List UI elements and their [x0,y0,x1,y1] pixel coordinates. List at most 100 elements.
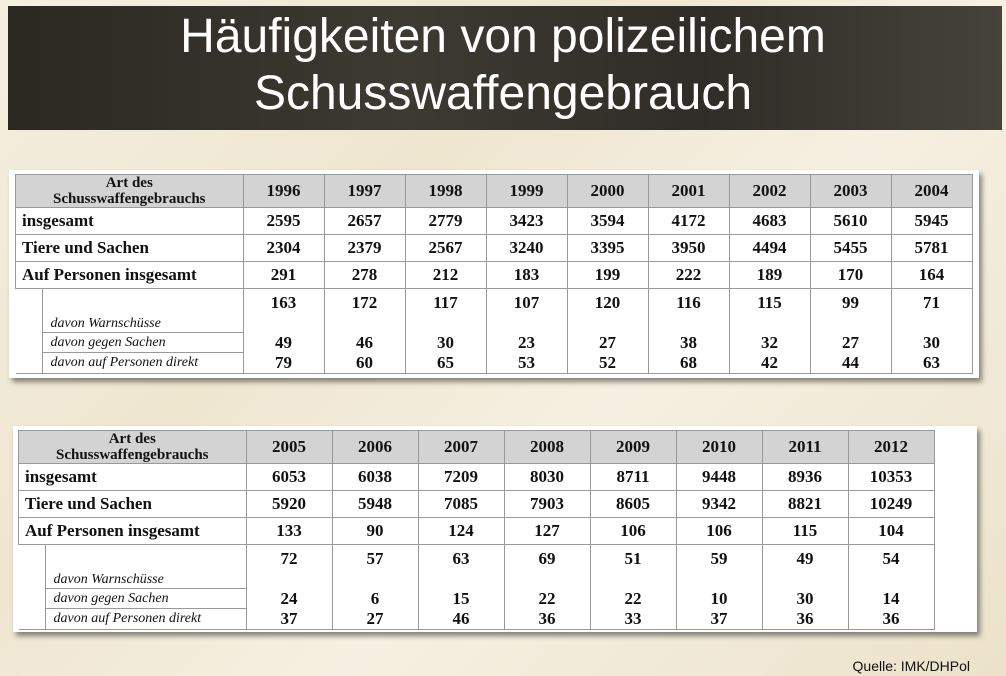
year-header: 2006 [331,430,419,464]
value-cell: 9342 [675,490,763,518]
year-header: 1996 [242,174,325,208]
value-cell: 133 [245,517,333,545]
value-cell: 15 [417,588,505,609]
value-cell: 183 [485,261,568,289]
value-cell: 2657 [323,207,406,235]
value-cell: 5781 [890,234,973,262]
value-cell: 5610 [809,207,892,235]
value-cell: 53 [485,352,568,374]
value-cell: 3240 [485,234,568,262]
year-header: 2000 [566,174,649,208]
value-cell: 172 [323,288,406,333]
value-cell: 5945 [890,207,973,235]
value-cell: 69 [503,544,591,589]
indent-cell [15,332,43,353]
value-cell: 63 [890,352,973,374]
value-cell: 124 [417,517,505,545]
year-header: 2011 [761,430,849,464]
firearm-use-table-1996-2004: Art des Schusswaffengebrauchs 1996 1997 1998… [15,174,973,374]
year-header: 2007 [417,430,505,464]
table-row: Auf Personen insgesamt 133 90 124 127 106 106 1… [18,517,935,545]
value-cell: 2595 [242,207,325,235]
value-cell: 4172 [647,207,730,235]
value-cell: 23 [485,332,568,353]
value-cell: 60 [323,352,406,374]
value-cell: 46 [323,332,406,353]
value-cell: 32 [728,332,811,353]
value-cell: 38 [647,332,730,353]
value-cell: 71 [890,288,973,333]
value-cell: 42 [728,352,811,374]
value-cell: 278 [323,261,406,289]
value-cell: 36 [761,608,849,630]
source-note: Quelle: IMK/DHPol [852,658,970,674]
subrow-label: davon gegen Sachen [42,332,243,353]
table-subrow: davon gegen Sachen 49 46 30 23 27 38 32 27 30 [15,332,973,353]
value-cell: 37 [675,608,763,630]
value-cell: 30 [890,332,973,353]
value-cell: 44 [809,352,892,374]
value-cell: 7085 [417,490,505,518]
value-cell: 189 [728,261,811,289]
value-cell: 164 [890,261,973,289]
table-row: Auf Personen insgesamt 291 278 212 183 199 222… [15,261,973,289]
indent-cell [18,588,46,609]
subrow-label: davon Warnschüsse [45,544,246,589]
value-cell: 4494 [728,234,811,262]
table-panel-1996-2004: Art des Schusswaffengebrauchs 1996 1997 1998… [9,170,979,378]
value-cell: 10353 [847,463,935,491]
value-cell: 3423 [485,207,568,235]
table-row: Tiere und Sachen 5920 5948 7085 7903 8605 9342… [18,490,935,518]
year-header: 2002 [728,174,811,208]
indent-cell [18,544,46,589]
value-cell: 8030 [503,463,591,491]
value-cell: 117 [404,288,487,333]
value-cell: 6 [331,588,419,609]
indent-cell [15,288,43,333]
subrow-label: davon Warnschüsse [42,288,243,333]
value-cell: 46 [417,608,505,630]
table-row: Tiere und Sachen 2304 2379 2567 3240 3395 3950… [15,234,973,262]
value-cell: 8605 [589,490,677,518]
value-cell: 8821 [761,490,849,518]
value-cell: 116 [647,288,730,333]
value-cell: 27 [331,608,419,630]
year-header: 2008 [503,430,591,464]
value-cell: 79 [242,352,325,374]
value-cell: 10249 [847,490,935,518]
header-label-cell: Art des Schusswaffengebrauchs [18,430,247,464]
row-label: Tiere und Sachen [15,234,244,262]
row-label: insgesamt [18,463,247,491]
value-cell: 212 [404,261,487,289]
value-cell: 5455 [809,234,892,262]
firearm-use-table-2005-2012: Art des Schusswaffengebrauchs 2005 2006 2007… [18,430,935,630]
table-subrow: davon Warnschüsse 72 57 63 69 51 59 49 54 [18,544,935,589]
value-cell: 59 [675,544,763,589]
value-cell: 127 [503,517,591,545]
value-cell: 6053 [245,463,333,491]
value-cell: 54 [847,544,935,589]
value-cell: 5920 [245,490,333,518]
value-cell: 37 [245,608,333,630]
year-header: 2005 [245,430,333,464]
value-cell: 4683 [728,207,811,235]
value-cell: 170 [809,261,892,289]
value-cell: 33 [589,608,677,630]
value-cell: 49 [761,544,849,589]
slide-title-line2: Schusswaffengebrauch [253,67,753,120]
value-cell: 57 [331,544,419,589]
indent-cell [15,352,43,374]
value-cell: 99 [809,288,892,333]
header-label-line2: Schusswaffengebrauchs [55,447,209,463]
year-header: 2003 [809,174,892,208]
value-cell: 3395 [566,234,649,262]
year-header: 2004 [890,174,973,208]
year-header: 1997 [323,174,406,208]
table-row: insgesamt 6053 6038 7209 8030 8711 9448 8936 103… [18,463,935,491]
header-label-cell: Art des Schusswaffengebrauchs [15,174,244,208]
table-subrow: davon auf Personen direkt 37 27 46 36 33 37 36 3… [18,608,935,630]
header-label-line2: Schusswaffengebrauchs [52,191,206,207]
table-subrow: davon gegen Sachen 24 6 15 22 22 10 30 14 [18,588,935,609]
value-cell: 22 [503,588,591,609]
value-cell: 22 [589,588,677,609]
